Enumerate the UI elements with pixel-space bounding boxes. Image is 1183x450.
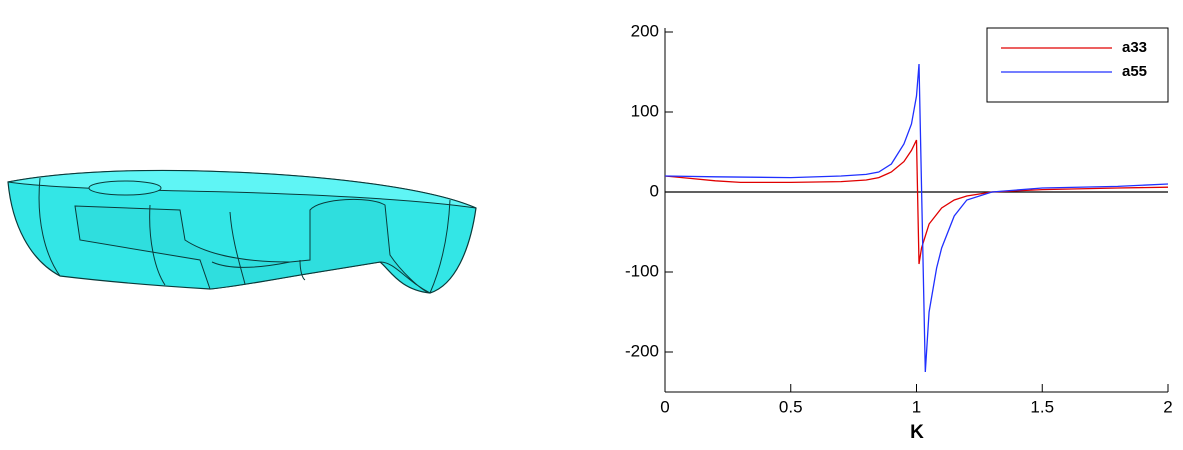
x-axis-label: K <box>910 422 924 443</box>
legend-label: a55 <box>1122 63 1147 80</box>
x-tick-label: 1.5 <box>1030 397 1054 416</box>
y-tick-label: -100 <box>625 261 659 280</box>
hull-render <box>8 170 476 293</box>
legend-label: a33 <box>1122 39 1147 56</box>
series-line <box>665 140 1168 264</box>
y-tick-label: 200 <box>631 21 659 40</box>
x-tick-label: 1 <box>912 397 921 416</box>
x-tick-label: 0 <box>660 397 669 416</box>
y-tick-label: 100 <box>631 101 659 120</box>
y-tick-label: 0 <box>650 181 659 200</box>
x-tick-label: 2 <box>1163 397 1172 416</box>
figure: K -200 -100 0 100 200 0 0.5 1 1.5 2 a33 a55 <box>0 0 1183 445</box>
y-tick-label: -200 <box>625 341 659 360</box>
plot: K <box>910 422 924 443</box>
x-tick-label: 0.5 <box>779 397 803 416</box>
hull-cylinder-top <box>89 181 161 195</box>
series-line <box>665 64 1168 372</box>
